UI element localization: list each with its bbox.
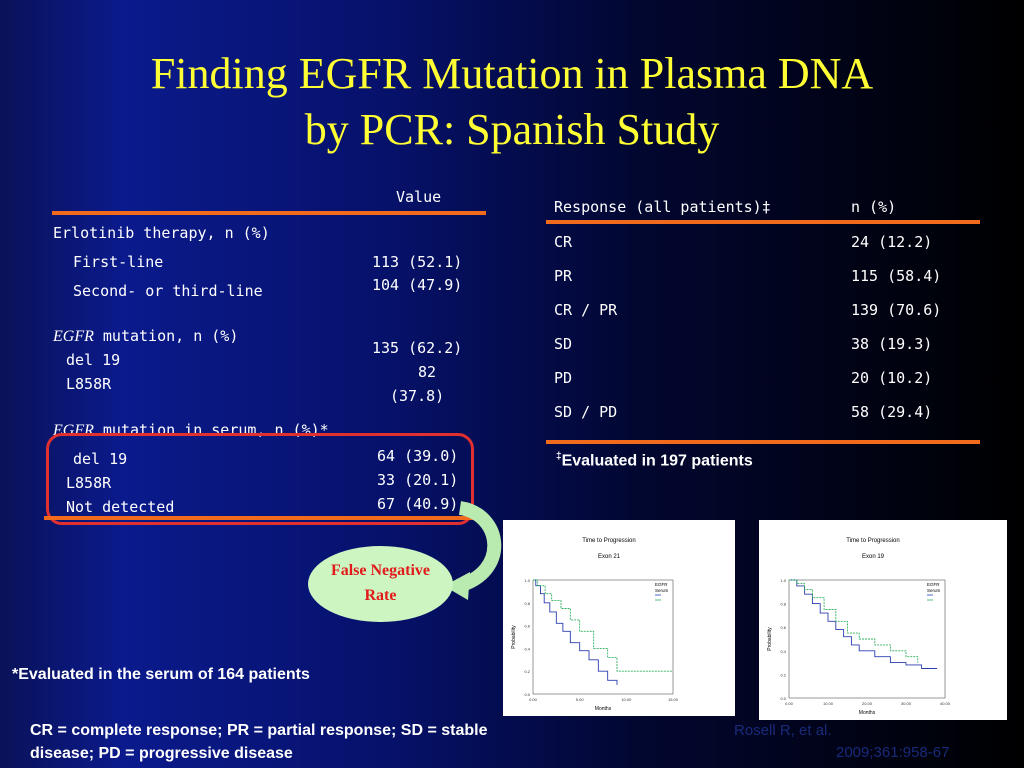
response-row-value: 58 (29.4)	[851, 403, 933, 421]
series-line	[789, 579, 919, 663]
series-line	[789, 579, 938, 669]
l858r-value-pct: (37.8)	[390, 387, 445, 405]
response-row-label: SD	[554, 335, 573, 353]
legend-title: Serum	[927, 588, 941, 593]
y-axis-label: Probability	[511, 625, 517, 649]
x-tick-label: 40.00	[940, 701, 951, 706]
y-tick-label: 0.6	[780, 625, 786, 630]
y-tick-label: 1.0	[780, 578, 786, 583]
title-line-1: Finding EGFR Mutation in Plasma DNA	[150, 49, 874, 98]
series-line	[533, 579, 673, 672]
response-row-label: CR	[554, 233, 573, 251]
chart-exon19-svg: Time to Progression Exon 19 0.0 0.2 0.4 0.6 0.…	[767, 538, 951, 716]
y-tick-label: 0.4	[524, 646, 530, 651]
left-top-rule	[52, 211, 486, 215]
serum-not-detected-value: 67 (40.9)	[377, 495, 459, 513]
value-header: Value	[396, 188, 442, 206]
legend-title: EGFR	[927, 582, 940, 587]
y-tick-label: 0.2	[780, 672, 786, 677]
serum-footnote: *Evaluated in the serum of 164 patients	[12, 666, 310, 683]
chart-exon21-svg: Time to Progression Exon 21 0.0 0.2 0.4 0.6 0.…	[511, 538, 679, 712]
response-header-value: n (%)	[851, 198, 897, 216]
response-top-rule	[546, 220, 980, 224]
callout-line-2: Rate	[364, 587, 397, 604]
response-row-value: 38 (19.3)	[851, 335, 933, 353]
x-tick-label: 10.00	[823, 701, 834, 706]
x-tick-label: 20.00	[862, 701, 873, 706]
x-tick-label: 15.00	[668, 697, 679, 702]
y-tick-label: 0.4	[780, 649, 786, 654]
y-axis-label: Probability	[767, 627, 773, 651]
curved-arrow-icon	[444, 501, 502, 600]
legend-title: EGFR	[655, 582, 668, 587]
serum-del19-value: 64 (39.0)	[377, 447, 459, 465]
l858r-value-count: 82	[418, 363, 437, 381]
response-row-label: PR	[554, 267, 573, 285]
y-tick-label: 1.0	[524, 578, 530, 583]
plot-frame	[788, 579, 946, 699]
del19-label: del 19	[66, 351, 121, 369]
y-tick-label: 0.0	[524, 692, 530, 697]
second-line-value: 104 (47.9)	[372, 276, 463, 294]
left-bottom-rule	[44, 516, 484, 520]
erlotinib-label: Erlotinib therapy, n (%)	[53, 224, 270, 242]
slide-title: Finding EGFR Mutation in Plasma DNA by P…	[0, 46, 1024, 158]
serum-not-detected-label: Not detected	[66, 498, 175, 516]
response-bottom-rule	[546, 440, 980, 444]
serum-del19-label: del 19	[73, 450, 128, 468]
x-tick-label: 0.00	[785, 701, 794, 706]
y-tick-label: 0.2	[524, 669, 530, 674]
response-row-value: 115 (58.4)	[851, 267, 942, 285]
del19-value: 135 (62.2)	[372, 339, 463, 357]
response-row-value: 24 (12.2)	[851, 233, 933, 251]
x-tick-label: 30.00	[901, 701, 912, 706]
first-line-label: First-line	[73, 253, 164, 271]
kaplan-meier-chart-exon21: Time to Progression Exon 21 0.0 0.2 0.4 0.6 0.…	[503, 520, 735, 716]
response-row-label: SD / PD	[554, 403, 618, 421]
first-line-value: 113 (52.1)	[372, 253, 463, 271]
x-tick-label: 10.00	[621, 697, 632, 702]
abbrev-line-1: CR = complete response; PR = partial res…	[30, 722, 488, 739]
callout-line-1: False Negative	[330, 562, 431, 579]
abbrev-line-2: disease; PD = progressive disease	[30, 745, 293, 762]
x-axis-label: Months	[859, 710, 876, 716]
footnote-text: Evaluated in 197 patients	[561, 452, 753, 470]
response-footnote: ‡Evaluated in 197 patients	[556, 451, 753, 470]
y-tick-label: 0.6	[524, 624, 530, 629]
title-line-2: by PCR: Spanish Study	[304, 105, 720, 154]
series-line	[533, 579, 618, 685]
legend-title: Serum	[655, 588, 669, 593]
reference-line-2: 2009;361:958-67	[836, 744, 950, 761]
abbreviations-note: CR = complete response; PR = partial res…	[30, 719, 487, 765]
chart-title: Time to Progression	[846, 538, 899, 544]
y-tick-label: 0.0	[780, 696, 786, 701]
footnote-mark: ‡	[556, 451, 562, 462]
egfr-mutation-text: mutation, n (%)	[93, 327, 239, 345]
chart-title: Time to Progression	[582, 538, 635, 544]
kaplan-meier-chart-exon19: Time to Progression Exon 19 0.0 0.2 0.4 0.6 0.…	[759, 520, 1007, 720]
serum-l858r-label: L858R	[66, 474, 112, 492]
egfr-italic: EGFR	[53, 328, 94, 345]
y-tick-label: 0.8	[780, 602, 786, 607]
chart-subtitle: Exon 21	[598, 554, 621, 560]
plot-frame	[532, 579, 674, 695]
response-row-label: PD	[554, 369, 573, 387]
response-row-value: 20 (10.2)	[851, 369, 933, 387]
response-row-label: CR / PR	[554, 301, 618, 319]
x-tick-label: 0.00	[529, 697, 538, 702]
serum-l858r-value: 33 (20.1)	[377, 471, 459, 489]
serum-highlight-box	[46, 433, 474, 525]
x-tick-label: 5.00	[576, 697, 585, 702]
false-negative-callout: False Negative Rate	[308, 546, 453, 622]
egfr-mutation-label: EGFR mutation, n (%)	[53, 327, 238, 346]
y-tick-label: 0.8	[524, 601, 530, 606]
l858r-label: L858R	[66, 375, 112, 393]
chart-subtitle: Exon 19	[862, 554, 885, 560]
response-row-value: 139 (70.6)	[851, 301, 942, 319]
reference-line-1: Rosell R, et al.	[734, 722, 832, 739]
response-header-label: Response (all patients)‡	[554, 198, 771, 216]
second-line-label: Second- or third-line	[73, 282, 263, 300]
x-axis-label: Months	[595, 706, 612, 712]
